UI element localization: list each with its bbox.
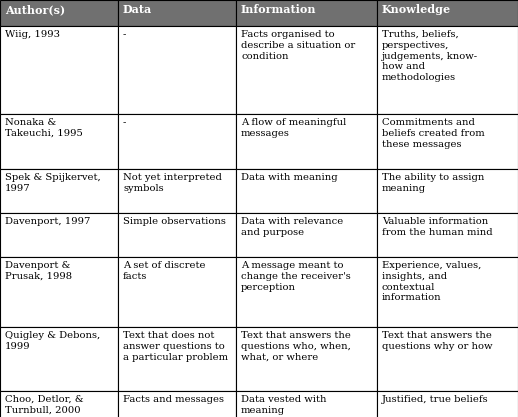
Text: Spek & Spijkervet,
1997: Spek & Spijkervet, 1997 [5, 173, 100, 193]
Text: Davenport, 1997: Davenport, 1997 [5, 217, 90, 226]
Bar [377, 26, 518, 114]
Bar [236, 257, 377, 327]
Text: Experience, values,
insights, and
contextual
information: Experience, values, insights, and contex… [382, 261, 481, 302]
Text: Not yet interpreted
symbols: Not yet interpreted symbols [123, 173, 222, 193]
Text: Facts organised to
describe a situation or
condition: Facts organised to describe a situation … [241, 30, 355, 60]
Text: Facts and messages: Facts and messages [123, 395, 224, 404]
Text: Nonaka &
Takeuchi, 1995: Nonaka & Takeuchi, 1995 [5, 118, 83, 138]
Text: Text that answers the
questions who, when,
what, or where: Text that answers the questions who, whe… [241, 331, 351, 362]
Text: The ability to assign
meaning: The ability to assign meaning [382, 173, 484, 193]
Bar [118, 0, 236, 26]
Text: Data with relevance
and purpose: Data with relevance and purpose [241, 217, 343, 237]
Bar [0, 213, 118, 257]
Bar [0, 114, 118, 169]
Bar [377, 257, 518, 327]
Bar [118, 169, 236, 213]
Bar [0, 257, 118, 327]
Text: Davenport &
Prusak, 1998: Davenport & Prusak, 1998 [5, 261, 72, 281]
Bar [377, 327, 518, 391]
Text: A set of discrete
facts: A set of discrete facts [123, 261, 206, 281]
Text: Commitments and
beliefs created from
these messages: Commitments and beliefs created from the… [382, 118, 485, 148]
Text: Truths, beliefs,
perspectives,
judgements, know-
how and
methodologies: Truths, beliefs, perspectives, judgement… [382, 30, 478, 82]
Bar [118, 391, 236, 417]
Bar [0, 391, 118, 417]
Bar [118, 327, 236, 391]
Bar [236, 0, 377, 26]
Text: Data: Data [123, 4, 152, 15]
Bar [377, 391, 518, 417]
Text: Data vested with
meaning: Data vested with meaning [241, 395, 326, 415]
Bar [118, 257, 236, 327]
Bar [377, 0, 518, 26]
Text: A flow of meaningful
messages: A flow of meaningful messages [241, 118, 346, 138]
Text: Text that does not
answer questions to
a particular problem: Text that does not answer questions to a… [123, 331, 228, 362]
Bar [0, 0, 118, 26]
Bar [118, 213, 236, 257]
Text: Text that answers the
questions why or how: Text that answers the questions why or h… [382, 331, 493, 351]
Bar [236, 327, 377, 391]
Bar [118, 114, 236, 169]
Text: Quigley & Debons,
1999: Quigley & Debons, 1999 [5, 331, 100, 351]
Text: Author(s): Author(s) [5, 4, 65, 15]
Text: Valuable information
from the human mind: Valuable information from the human mind [382, 217, 493, 237]
Text: Simple observations: Simple observations [123, 217, 226, 226]
Text: Justified, true beliefs: Justified, true beliefs [382, 395, 488, 404]
Bar [0, 169, 118, 213]
Bar [236, 391, 377, 417]
Bar [236, 26, 377, 114]
Bar [377, 213, 518, 257]
Bar [118, 26, 236, 114]
Text: Choo, Detlor, &
Turnbull, 2000: Choo, Detlor, & Turnbull, 2000 [5, 395, 83, 415]
Bar [377, 114, 518, 169]
Text: -: - [123, 118, 126, 127]
Bar [236, 114, 377, 169]
Bar [0, 327, 118, 391]
Text: Information: Information [241, 4, 316, 15]
Text: Knowledge: Knowledge [382, 4, 451, 15]
Bar [377, 169, 518, 213]
Text: Data with meaning: Data with meaning [241, 173, 338, 182]
Bar [236, 169, 377, 213]
Text: A message meant to
change the receiver's
perception: A message meant to change the receiver's… [241, 261, 351, 291]
Bar [236, 213, 377, 257]
Text: -: - [123, 30, 126, 39]
Bar [0, 26, 118, 114]
Text: Wiig, 1993: Wiig, 1993 [5, 30, 60, 39]
